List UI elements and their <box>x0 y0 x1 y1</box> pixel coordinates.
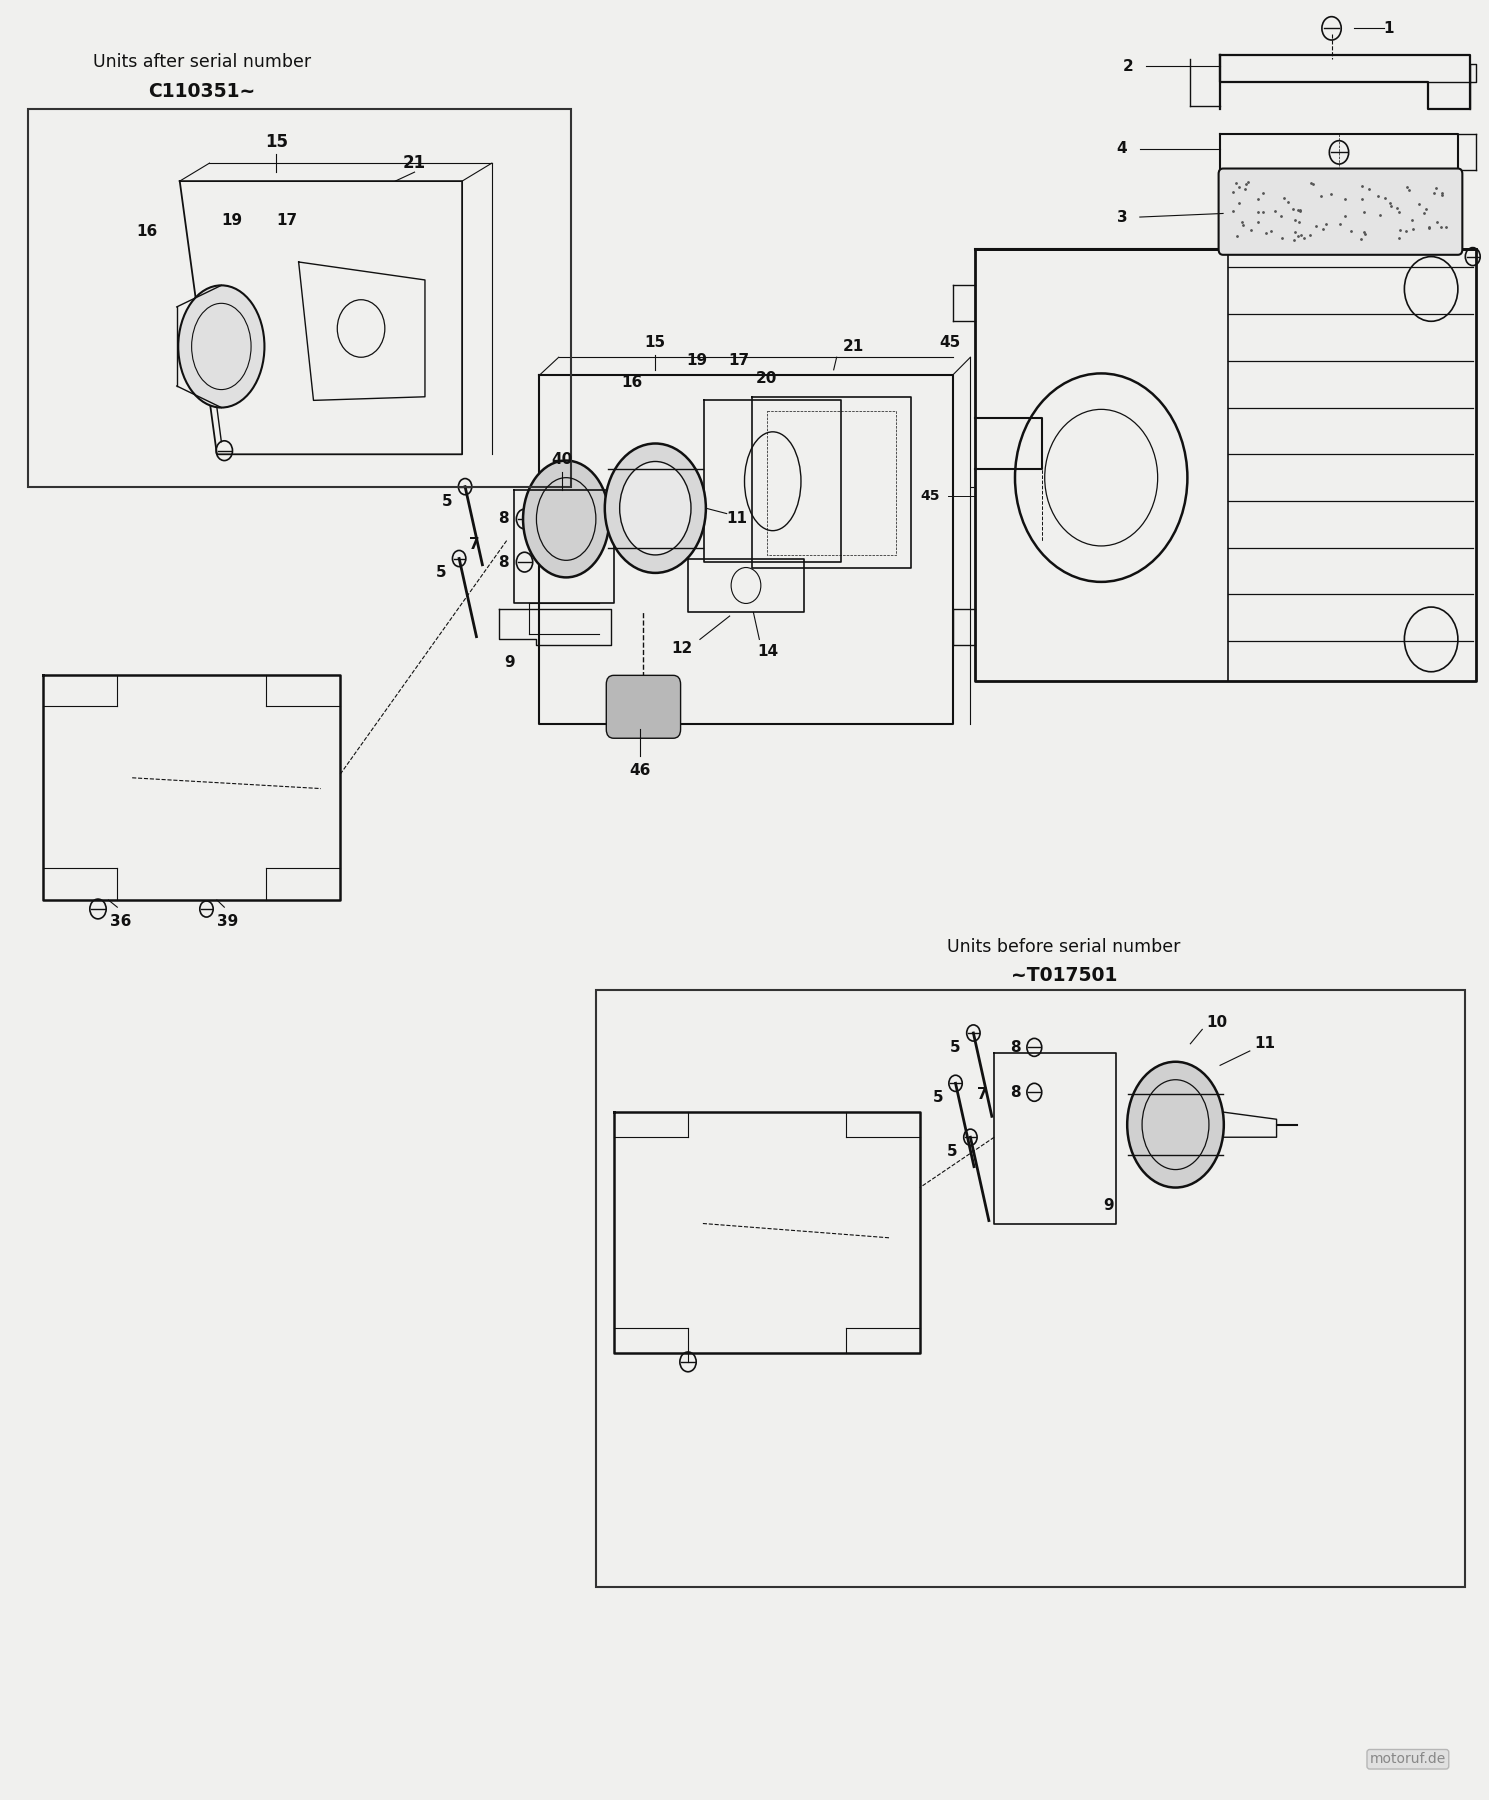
Text: C110351~: C110351~ <box>149 81 256 101</box>
Text: 16: 16 <box>137 223 158 239</box>
Text: 3: 3 <box>1117 209 1127 225</box>
Text: 9: 9 <box>505 655 515 670</box>
Text: 5: 5 <box>950 1040 960 1055</box>
Text: 10: 10 <box>1206 1015 1228 1030</box>
Text: Units before serial number: Units before serial number <box>947 938 1181 956</box>
Text: 15: 15 <box>265 133 287 151</box>
Text: 9: 9 <box>1103 1199 1114 1213</box>
Text: 4: 4 <box>1117 140 1127 157</box>
Text: 39: 39 <box>217 914 238 929</box>
Text: 1: 1 <box>1383 22 1394 36</box>
Text: 20: 20 <box>756 371 777 387</box>
Text: 5: 5 <box>932 1091 943 1105</box>
Text: 15: 15 <box>645 335 666 351</box>
Text: 17: 17 <box>275 212 298 229</box>
Ellipse shape <box>179 286 265 407</box>
Text: 12: 12 <box>672 641 692 655</box>
Text: 19: 19 <box>686 353 707 369</box>
Text: Units after serial number: Units after serial number <box>92 54 311 72</box>
Text: 11: 11 <box>1254 1037 1275 1051</box>
Text: 5: 5 <box>436 565 447 580</box>
Text: 7: 7 <box>469 536 479 551</box>
Text: 5: 5 <box>442 493 453 509</box>
Text: 21: 21 <box>404 155 426 173</box>
Text: 45: 45 <box>920 488 940 502</box>
Ellipse shape <box>605 443 706 572</box>
Text: 46: 46 <box>630 763 651 778</box>
Text: 8: 8 <box>1010 1085 1020 1100</box>
Bar <box>28 110 570 486</box>
Text: 2: 2 <box>1123 59 1133 74</box>
Text: 8: 8 <box>499 511 509 526</box>
Ellipse shape <box>1127 1062 1224 1188</box>
Text: 8: 8 <box>499 554 509 569</box>
Text: 17: 17 <box>728 353 749 369</box>
Text: 7: 7 <box>977 1087 987 1102</box>
Ellipse shape <box>523 461 609 578</box>
Text: ~T017501: ~T017501 <box>1011 967 1117 985</box>
Text: 5: 5 <box>947 1145 957 1159</box>
Text: 14: 14 <box>758 644 779 659</box>
Text: 45: 45 <box>940 335 960 351</box>
Text: 16: 16 <box>621 374 642 391</box>
Text: motoruf.de: motoruf.de <box>1370 1751 1446 1766</box>
Text: 36: 36 <box>110 914 131 929</box>
Text: 40: 40 <box>551 452 572 468</box>
Text: 21: 21 <box>843 338 864 355</box>
Text: 8: 8 <box>1010 1040 1020 1055</box>
Ellipse shape <box>619 461 691 554</box>
Text: 19: 19 <box>222 212 243 229</box>
Text: 11: 11 <box>727 511 747 526</box>
Bar <box>596 990 1465 1586</box>
FancyBboxPatch shape <box>1218 169 1462 256</box>
FancyBboxPatch shape <box>606 675 680 738</box>
